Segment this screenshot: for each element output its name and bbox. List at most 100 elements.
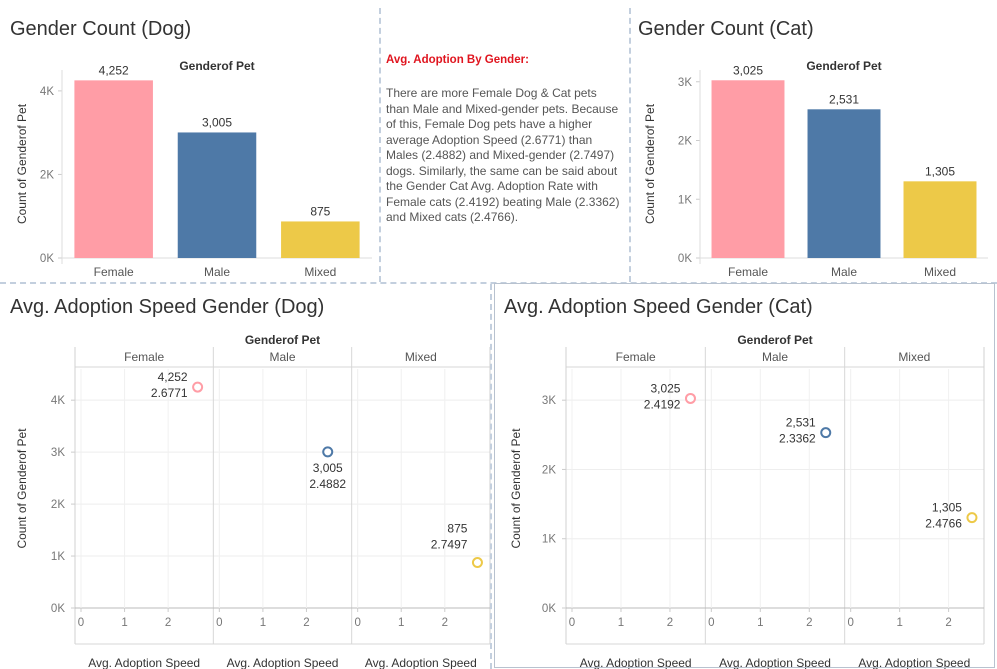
- point-mixed: [966, 512, 978, 524]
- dog-adoption-speed-panel: Avg. Adoption Speed Gender (Dog) Gendero…: [0, 284, 494, 669]
- bar-mixed: [903, 181, 977, 258]
- pane-header-female: Female: [616, 350, 656, 364]
- point-mixed: [471, 557, 483, 569]
- x-axis-label: Avg. Adoption Speed: [365, 656, 477, 669]
- data-label-mixed: 875: [310, 204, 330, 218]
- y-tick-label: 2K: [51, 499, 65, 511]
- point-female: [192, 381, 204, 393]
- point-label-female: 2.4192: [644, 397, 681, 411]
- point-label-mixed: 2.7497: [431, 538, 468, 552]
- point-label-male: 2.4882: [309, 477, 346, 491]
- x-tick-label: 0: [847, 617, 853, 629]
- x-tick-label: 2: [667, 617, 673, 629]
- chart-header: Genderof Pet: [179, 59, 254, 73]
- y-axis-label: Count of Genderof Pet: [643, 103, 657, 224]
- data-label-male: 3,005: [202, 115, 232, 129]
- y-tick-label: 0K: [542, 603, 556, 615]
- dog-speed-title: Avg. Adoption Speed Gender (Dog): [10, 296, 325, 318]
- point-label-male: 2.3362: [779, 432, 816, 446]
- y-tick-label: 4K: [51, 395, 65, 407]
- pane-header-male: Male: [269, 350, 295, 364]
- x-axis-label: Avg. Adoption Speed: [858, 656, 970, 669]
- x-tick-label: 0: [78, 617, 84, 629]
- pane-header-female: Female: [124, 350, 164, 364]
- bar-male: [177, 132, 257, 258]
- cat-count-title: Gender Count (Cat): [638, 18, 814, 40]
- bar-male: [807, 109, 881, 259]
- point-label-male: 3,005: [313, 461, 343, 475]
- y-tick-label: 3K: [678, 77, 692, 89]
- cat-gender-count-panel: Gender Count (Cat) Genderof Pet Count of …: [630, 0, 997, 282]
- x-axis-label: Avg. Adoption Speed: [88, 656, 200, 669]
- data-label-male: 2,531: [829, 92, 859, 106]
- x-tick-label: 0: [354, 617, 360, 629]
- x-tick-label: 1: [260, 617, 266, 629]
- notes-heading: Avg. Adoption By Gender:: [386, 54, 529, 66]
- x-tick-label: 0: [216, 617, 222, 629]
- pane-header-mixed: Mixed: [898, 350, 930, 364]
- y-tick-label: 1K: [542, 534, 556, 546]
- bar-female: [74, 80, 153, 258]
- bar-female: [711, 80, 785, 258]
- chart-header: Genderof Pet: [245, 333, 320, 347]
- y-tick-label: 2K: [40, 169, 54, 181]
- cat-speed-chart: Genderof Pet Count of Genderof Pet 0K 1K 2K 3…: [509, 333, 985, 669]
- x-tick-label: 2: [442, 617, 448, 629]
- x-tick-label-mixed: Mixed: [924, 265, 956, 279]
- cat-adoption-speed-panel: Avg. Adoption Speed Gender (Cat) Gendero…: [494, 284, 997, 669]
- bar-mixed: [281, 221, 360, 258]
- y-tick-label: 1K: [678, 194, 692, 206]
- x-tick-label: 0: [708, 617, 714, 629]
- x-tick-label: 1: [618, 617, 624, 629]
- y-tick-label: 4K: [40, 86, 54, 98]
- x-tick-label: 2: [165, 617, 171, 629]
- x-tick-label: 1: [757, 617, 763, 629]
- x-tick-label-mixed: Mixed: [304, 265, 336, 279]
- divider-vertical-2: [629, 8, 631, 282]
- pane-header-male: Male: [762, 350, 788, 364]
- point-label-female: 4,252: [158, 370, 188, 384]
- y-tick-label: 2K: [542, 464, 556, 476]
- x-tick-label-male: Male: [831, 265, 857, 279]
- dog-count-title: Gender Count (Dog): [10, 18, 192, 40]
- x-tick-label-female: Female: [94, 265, 134, 279]
- divider-vertical-1: [379, 8, 381, 282]
- x-tick-label: 2: [303, 617, 309, 629]
- chart-header: Genderof Pet: [737, 333, 812, 347]
- y-tick-label: 2K: [678, 136, 692, 148]
- x-axis-label: Avg. Adoption Speed: [580, 656, 692, 669]
- point-male: [820, 427, 832, 439]
- y-axis-label: Count of Genderof Pet: [15, 103, 29, 224]
- data-label-mixed: 1,305: [925, 164, 955, 178]
- x-tick-label: 2: [945, 617, 951, 629]
- x-tick-label: 0: [569, 617, 575, 629]
- point-label-male: 2,531: [786, 416, 816, 430]
- point-label-mixed: 2.4766: [925, 517, 962, 531]
- point-female: [684, 392, 696, 404]
- y-axis-label: Count of Genderof Pet: [509, 428, 523, 549]
- dog-count-chart: Genderof Pet Count of Genderof Pet 0K 2K 4K 4…: [15, 59, 372, 279]
- y-tick-label: 0K: [40, 253, 54, 265]
- x-tick-label: 1: [121, 617, 127, 629]
- cat-count-chart: Genderof Pet Count of Genderof Pet 0K 1K 2K 3…: [643, 59, 988, 279]
- pane-header-mixed: Mixed: [405, 350, 437, 364]
- notes-panel: Avg. Adoption By Gender: There are more …: [380, 0, 630, 282]
- point-male: [322, 446, 334, 458]
- x-tick-label: 2: [806, 617, 812, 629]
- y-tick-label: 1K: [51, 551, 65, 563]
- notes-body: There are more Female Dog & Cat pets tha…: [386, 86, 620, 224]
- selected-panel-frame: [494, 283, 995, 668]
- point-label-mixed: 875: [447, 522, 467, 536]
- x-tick-label-male: Male: [204, 265, 230, 279]
- dog-gender-count-panel: Gender Count (Dog) Genderof Pet Count of …: [0, 0, 380, 282]
- data-label-female: 4,252: [99, 63, 129, 77]
- x-tick-label-female: Female: [728, 265, 768, 279]
- point-label-mixed: 1,305: [932, 501, 962, 515]
- point-label-female: 3,025: [650, 381, 680, 395]
- y-tick-label: 3K: [542, 395, 556, 407]
- x-axis-label: Avg. Adoption Speed: [719, 656, 831, 669]
- divider-vertical-3: [490, 284, 492, 669]
- chart-header: Genderof Pet: [806, 59, 881, 73]
- y-tick-label: 3K: [51, 447, 65, 459]
- data-label-female: 3,025: [733, 63, 763, 77]
